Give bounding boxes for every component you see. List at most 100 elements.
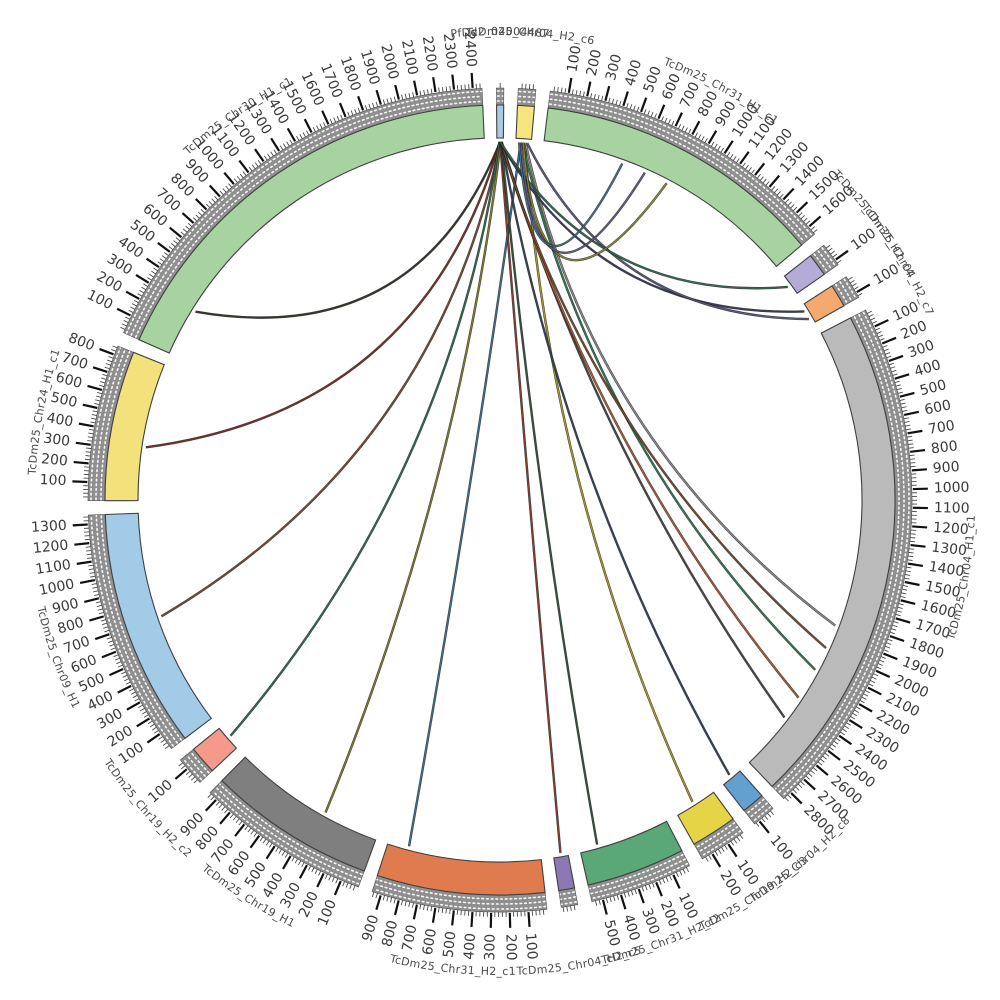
minor-tick <box>210 796 215 801</box>
minor-tick <box>873 673 879 677</box>
minor-tick <box>244 825 249 831</box>
tick-label: 1300 <box>931 539 968 559</box>
major-tick <box>101 650 117 659</box>
minor-tick <box>302 132 306 138</box>
tick-label: 2200 <box>419 35 440 73</box>
tick-label: 600 <box>420 927 440 956</box>
minor-tick <box>901 592 907 595</box>
minor-tick <box>311 867 315 873</box>
minor-tick <box>762 178 767 184</box>
minor-tick <box>141 286 146 291</box>
minor-tick <box>178 762 183 767</box>
minor-tick <box>851 283 857 287</box>
segment-band-stipple <box>591 862 689 900</box>
minor-tick <box>354 108 357 114</box>
major-tick <box>882 652 898 661</box>
segment-label-text: TcDm25_Chr19_H2_c2 <box>101 756 194 860</box>
minor-tick <box>721 847 725 852</box>
minor-tick <box>776 191 781 196</box>
minor-tick <box>909 540 915 543</box>
minor-tick <box>900 402 906 405</box>
minor-tick <box>564 88 567 94</box>
major-tick <box>657 104 666 120</box>
minor-tick <box>96 604 102 608</box>
minor-tick <box>121 323 127 327</box>
segment-band-stipple <box>835 283 848 304</box>
segment-label-text: PfDd2_04004487 <box>450 25 550 41</box>
major-tick <box>89 615 105 622</box>
major-tick <box>286 127 297 142</box>
minor-tick <box>253 832 258 837</box>
minor-tick <box>871 676 877 680</box>
minor-tick <box>340 114 343 120</box>
minor-tick <box>195 214 200 219</box>
minor-tick <box>664 117 668 123</box>
segment-band-stipple <box>560 896 577 901</box>
minor-tick <box>224 808 229 814</box>
segment-band-stipple <box>559 891 576 896</box>
minor-tick <box>630 890 634 896</box>
minor-tick <box>375 893 378 899</box>
minor-tick <box>159 258 165 262</box>
minor-tick <box>810 770 815 775</box>
minor-tick <box>863 693 869 697</box>
segment-band-stipple <box>561 901 577 906</box>
minor-tick <box>682 868 686 874</box>
major-tick <box>451 910 455 926</box>
segment-band-stipple <box>746 798 765 814</box>
minor-tick <box>97 608 103 611</box>
minor-tick <box>736 836 741 842</box>
minor-tick <box>790 204 795 209</box>
minor-tick <box>733 838 738 844</box>
minor-tick <box>242 171 247 176</box>
link-curve <box>524 142 836 627</box>
major-tick <box>135 273 150 284</box>
segment-arc <box>192 727 238 772</box>
tick-label: 300 <box>482 934 499 961</box>
minor-tick <box>105 363 111 366</box>
major-tick <box>84 597 100 603</box>
minor-tick <box>767 813 772 818</box>
segment-TcDm25_Chr04_H2_c8 <box>722 770 774 825</box>
major-tick <box>711 853 722 868</box>
minor-tick <box>661 116 664 122</box>
minor-tick <box>180 765 186 770</box>
major-tick <box>451 74 456 90</box>
minor-tick <box>283 143 287 149</box>
minor-tick <box>774 188 779 193</box>
minor-tick <box>770 810 774 815</box>
major-tick <box>79 578 96 585</box>
minor-tick <box>608 97 611 103</box>
major-tick <box>270 137 281 152</box>
major-tick <box>145 257 160 269</box>
minor-tick <box>872 320 877 324</box>
minor-tick <box>312 127 316 132</box>
minor-tick <box>810 226 816 231</box>
minor-tick <box>870 317 876 321</box>
minor-tick <box>143 714 149 718</box>
major-tick <box>431 907 437 923</box>
minor-tick <box>759 176 764 181</box>
minor-tick <box>91 414 97 416</box>
minor-tick <box>100 381 106 384</box>
minor-tick <box>905 428 911 431</box>
minor-tick <box>836 259 842 264</box>
minor-tick <box>120 326 126 330</box>
minor-tick <box>98 612 104 615</box>
minor-tick <box>291 856 295 862</box>
minor-tick <box>205 203 211 208</box>
minor-tick <box>850 716 856 720</box>
minor-tick <box>597 94 600 100</box>
tick-label: 700 <box>927 418 956 438</box>
minor-tick <box>180 231 185 236</box>
minor-tick <box>908 443 914 445</box>
minor-tick <box>570 905 572 911</box>
major-tick <box>375 895 382 911</box>
minor-tick <box>132 694 138 699</box>
tick-label: 100 <box>767 833 796 864</box>
minor-tick <box>853 286 859 290</box>
minor-tick <box>164 745 170 749</box>
segment-band-stipple <box>215 786 362 880</box>
tick-label: 2400 <box>461 31 479 68</box>
minor-tick <box>840 731 845 736</box>
